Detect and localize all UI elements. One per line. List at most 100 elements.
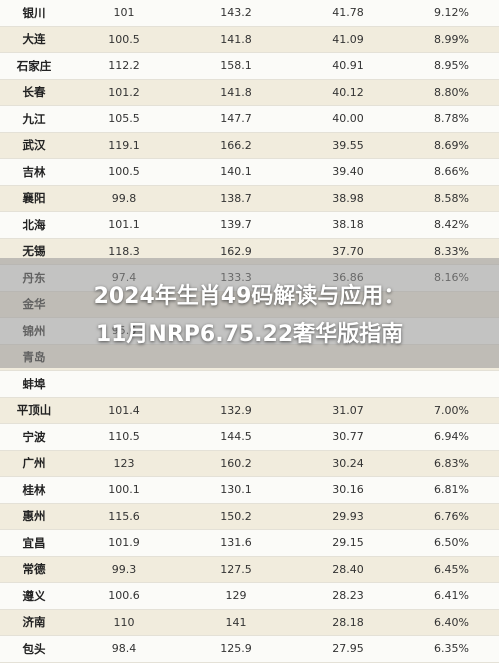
value-cell: 28.18 [332, 615, 364, 629]
percent-cell: 8.99% [434, 32, 469, 46]
value-cell: 99.8 [111, 191, 137, 205]
value-cell: 139.7 [220, 218, 252, 232]
percent-cell: 8.78% [434, 112, 469, 126]
banner-title-line-1: 2024年生肖49码解读与应用： [93, 284, 406, 309]
table-row: 惠州 115.6 150.2 29.93 6.76% [0, 503, 499, 530]
value-cell: 40.00 [332, 112, 364, 126]
table-row: 武汉 119.1 166.2 39.55 8.69% [0, 132, 499, 159]
percent-cell: 8.80% [434, 85, 469, 99]
percent-cell: 6.83% [434, 456, 469, 470]
value-cell: 27.95 [332, 642, 364, 656]
value-cell: 140.1 [220, 165, 252, 179]
percent-cell: 6.40% [434, 615, 469, 629]
percent-cell: 6.45% [434, 562, 469, 576]
value-cell: 40.91 [332, 59, 364, 73]
value-cell: 138.7 [220, 191, 252, 205]
value-cell: 127.5 [220, 562, 252, 576]
value-cell: 141.8 [220, 32, 252, 46]
table-row: 桂林 100.1 130.1 30.16 6.81% [0, 477, 499, 504]
table-row: 广州 123 160.2 30.24 6.83% [0, 450, 499, 477]
city-cell: 宁波 [22, 429, 46, 444]
city-cell: 襄阳 [22, 191, 46, 206]
value-cell: 29.15 [332, 536, 364, 550]
table-row: 银川 101 143.2 41.78 9.12% [0, 0, 499, 27]
value-cell: 131.6 [220, 536, 252, 550]
city-cell: 北海 [22, 217, 46, 232]
city-cell: 吉林 [22, 164, 46, 179]
table-row: 北海 101.1 139.7 38.18 8.42% [0, 212, 499, 239]
percent-cell: 8.58% [434, 191, 469, 205]
value-cell: 101.2 [108, 85, 140, 99]
value-cell: 158.1 [220, 59, 252, 73]
value-cell: 125.9 [220, 642, 252, 656]
value-cell: 110.5 [108, 430, 140, 444]
value-cell: 100.6 [108, 589, 140, 603]
table-row: 长春 101.2 141.8 40.12 8.80% [0, 79, 499, 106]
value-cell: 39.55 [332, 138, 364, 152]
value-cell: 112.2 [108, 59, 140, 73]
city-cell: 遵义 [22, 588, 46, 603]
value-cell: 41.09 [332, 32, 364, 46]
value-cell: 40.12 [332, 85, 364, 99]
city-cell: 石家庄 [16, 58, 52, 73]
percent-cell: 6.81% [434, 483, 469, 497]
value-cell: 30.16 [332, 483, 364, 497]
percent-cell: 8.42% [434, 218, 469, 232]
percent-cell: 8.66% [434, 165, 469, 179]
table-row: 常德 99.3 127.5 28.40 6.45% [0, 556, 499, 583]
city-cell: 惠州 [22, 509, 46, 524]
city-cell: 大连 [22, 32, 46, 47]
percent-cell: 8.33% [434, 244, 469, 258]
city-cell: 宜昌 [22, 535, 46, 550]
table-row: 平顶山 101.4 132.9 31.07 7.00% [0, 397, 499, 424]
city-cell: 桂林 [22, 482, 46, 497]
table-row: 宜昌 101.9 131.6 29.15 6.50% [0, 530, 499, 557]
city-cell: 包头 [22, 641, 46, 656]
table-row: 吉林 100.5 140.1 39.40 8.66% [0, 159, 499, 186]
percent-cell: 8.69% [434, 138, 469, 152]
percent-cell: 7.00% [434, 403, 469, 417]
value-cell: 39.40 [332, 165, 364, 179]
value-cell: 132.9 [220, 403, 252, 417]
city-cell: 常德 [22, 562, 46, 577]
city-cell: 武汉 [22, 138, 46, 153]
value-cell: 105.5 [108, 112, 140, 126]
value-cell: 110 [113, 615, 135, 629]
value-cell: 119.1 [108, 138, 140, 152]
value-cell: 99.3 [111, 562, 137, 576]
value-cell: 166.2 [220, 138, 252, 152]
value-cell: 41.78 [332, 6, 364, 20]
value-cell: 143.2 [220, 6, 252, 20]
table-row: 大连 100.5 141.8 41.09 8.99% [0, 26, 499, 53]
percent-cell: 6.35% [434, 642, 469, 656]
value-cell: 130.1 [220, 483, 252, 497]
value-cell: 100.5 [108, 32, 140, 46]
value-cell: 118.3 [108, 244, 140, 258]
value-cell: 123 [113, 456, 135, 470]
city-cell: 九江 [22, 111, 46, 126]
value-cell: 144.5 [220, 430, 252, 444]
value-cell: 38.18 [332, 218, 364, 232]
value-cell: 100.1 [108, 483, 140, 497]
percent-cell: 8.95% [434, 59, 469, 73]
percent-cell: 6.94% [434, 430, 469, 444]
banner-title-line-2: 11月NRP6.75.22奢华版指南 [95, 322, 404, 347]
value-cell: 129 [225, 589, 247, 603]
percent-cell: 6.76% [434, 509, 469, 523]
value-cell: 115.6 [108, 509, 140, 523]
table-row: 遵义 100.6 129 28.23 6.41% [0, 583, 499, 610]
percent-cell: 9.12% [434, 6, 469, 20]
table-row: 襄阳 99.8 138.7 38.98 8.58% [0, 185, 499, 212]
value-cell: 38.98 [332, 191, 364, 205]
value-cell: 141 [225, 615, 247, 629]
title-banner [0, 258, 499, 368]
percent-cell: 6.41% [434, 589, 469, 603]
value-cell: 100.5 [108, 165, 140, 179]
value-cell: 98.4 [111, 642, 137, 656]
city-cell: 蚌埠 [22, 376, 46, 391]
table-row: 宁波 110.5 144.5 30.77 6.94% [0, 424, 499, 451]
value-cell: 28.23 [332, 589, 364, 603]
city-cell: 银川 [22, 5, 46, 20]
table-row: 济南 110 141 28.18 6.40% [0, 609, 499, 636]
value-cell: 160.2 [220, 456, 252, 470]
